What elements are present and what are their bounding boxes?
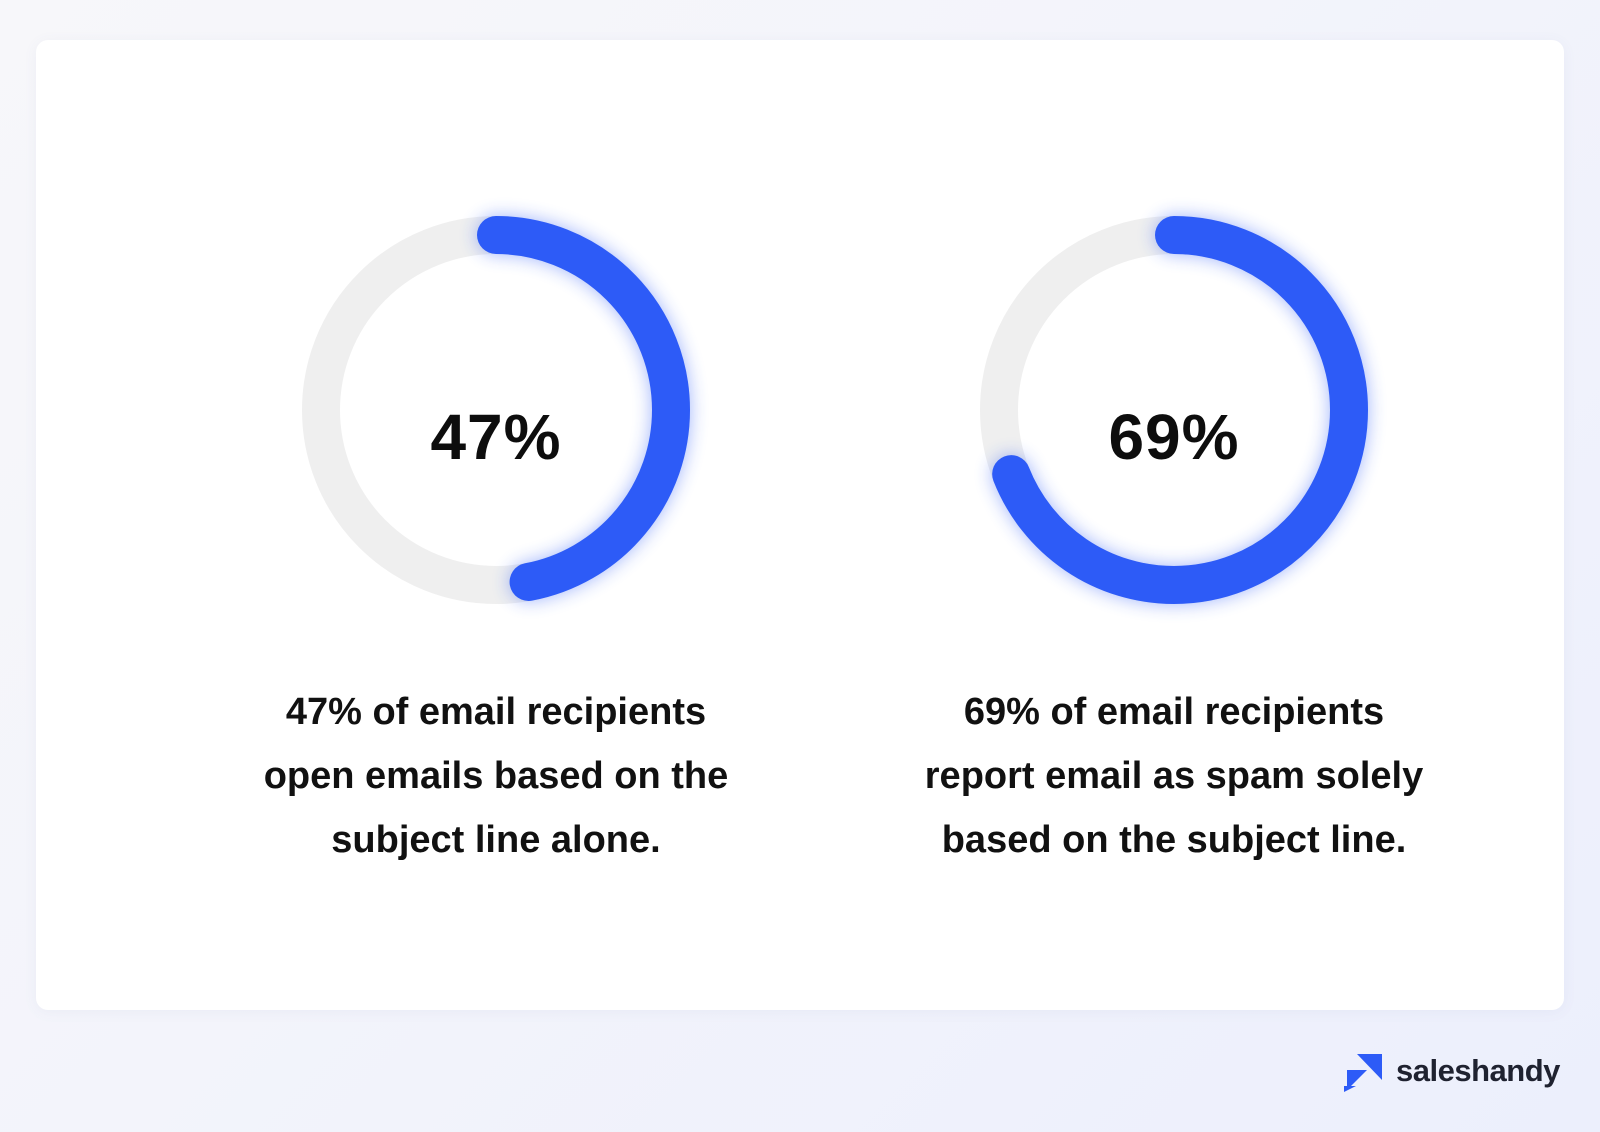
donut-progress-arc xyxy=(980,216,1368,604)
stat-caption: 69% of email recipients report email as … xyxy=(874,680,1474,872)
caption-line: 69% of email recipients xyxy=(963,691,1385,733)
donut-chart-spam-rate xyxy=(980,216,1368,604)
brand: saleshandy xyxy=(1342,1050,1560,1092)
donut-chart-open-rate xyxy=(302,216,690,604)
caption-line: based on the subject line. xyxy=(941,819,1407,861)
infographic-card: 47% 47% of email recipients open emails … xyxy=(36,40,1564,1010)
stat-open-rate: 47% 47% of email recipients open emails … xyxy=(196,40,796,1010)
saleshandy-logo-icon xyxy=(1344,1054,1382,1092)
donut-center-value: 47% xyxy=(430,401,562,473)
caption-line: subject line alone. xyxy=(331,819,661,861)
donut-progress-arc xyxy=(302,216,690,604)
donut-center-value: 69% xyxy=(1108,401,1240,473)
caption-line: open emails based on the xyxy=(263,755,729,797)
brand-name: saleshandy xyxy=(1396,1053,1560,1088)
caption-line: 47% of email recipients xyxy=(285,691,707,733)
caption-line: report email as spam solely xyxy=(924,755,1424,797)
stat-spam-rate: 69% 69% of email recipients report email… xyxy=(874,40,1474,1010)
stat-caption: 47% of email recipients open emails base… xyxy=(196,680,796,872)
